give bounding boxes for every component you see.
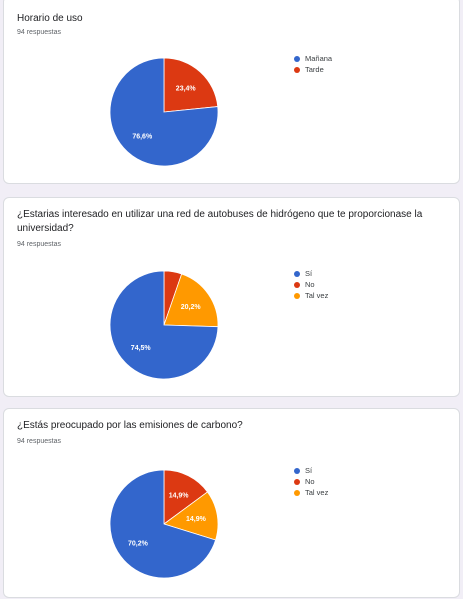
legend-swatch [294, 489, 300, 496]
legend-item-0: Sí [294, 268, 328, 279]
pie-slice-2 [163, 273, 219, 328]
pie-chart: 14,9% 14,9% 70,2% [109, 469, 219, 579]
legend-label: Sí [305, 466, 313, 475]
question-title: ¿Estarias interesado en utilizar una red… [17, 209, 423, 234]
legend-swatch [294, 66, 300, 73]
pie-slice-1 [163, 469, 209, 525]
legend-label: Tal vez [305, 291, 329, 300]
pie-chart: 20,2% 74,5% [109, 270, 219, 380]
legend-label: Sí [305, 269, 313, 278]
question-title: ¿Estás preocupado por las emisiones de c… [17, 420, 243, 431]
question-card-emisiones: ¿Estás preocupado por las emisiones de c… [3, 408, 460, 598]
pie-chart: 23,4% 76,6% [109, 57, 219, 167]
pie-slice-label-0: 70,2% [128, 541, 149, 548]
legend: Sí No Tal vez [294, 268, 328, 301]
pie-slice-0 [109, 57, 219, 167]
legend: Sí No Tal vez [294, 465, 328, 498]
legend-swatch [294, 270, 300, 277]
legend-item-1: Tarde [294, 64, 332, 75]
question-card-horario: Horario de uso 94 respuestas 23,4% 76,6% … [3, 0, 460, 184]
pie-slice-label-1: 23,4% [176, 85, 197, 92]
response-count: 94 respuestas [17, 29, 61, 36]
legend-swatch [294, 467, 300, 474]
legend-swatch [294, 292, 300, 299]
response-count: 94 respuestas [17, 438, 61, 445]
pie-slice-label-2: 20,2% [181, 304, 202, 311]
pie-slice-1 [163, 57, 219, 113]
legend-label: Tal vez [305, 488, 329, 497]
question-card-autobuses: ¿Estarias interesado en utilizar una red… [3, 197, 460, 397]
legend-label: Tarde [305, 65, 324, 74]
legend: Mañana Tarde [294, 53, 332, 75]
legend-item-1: No [294, 279, 328, 290]
legend-item-2: Tal vez [294, 290, 328, 301]
pie-slice-0 [109, 270, 219, 380]
question-title: Horario de uso [17, 13, 83, 24]
pie-slice-label-2: 14,9% [186, 516, 207, 523]
legend-label: Mañana [305, 54, 333, 63]
response-count: 94 respuestas [17, 241, 61, 248]
legend-item-0: Mañana [294, 53, 332, 64]
legend-swatch [294, 281, 300, 288]
legend-item-1: No [294, 476, 328, 487]
pie-slice-label-1: 14,9% [169, 493, 190, 500]
legend-swatch [294, 478, 300, 485]
legend-item-0: Sí [294, 465, 328, 476]
pie-slice-label-0: 74,5% [131, 345, 152, 352]
pie-slice-0 [109, 469, 217, 579]
pie-slice-label-0: 76,6% [132, 134, 153, 141]
legend-label: No [305, 477, 315, 486]
legend-item-2: Tal vez [294, 487, 328, 498]
legend-label: No [305, 280, 315, 289]
legend-swatch [294, 55, 300, 62]
